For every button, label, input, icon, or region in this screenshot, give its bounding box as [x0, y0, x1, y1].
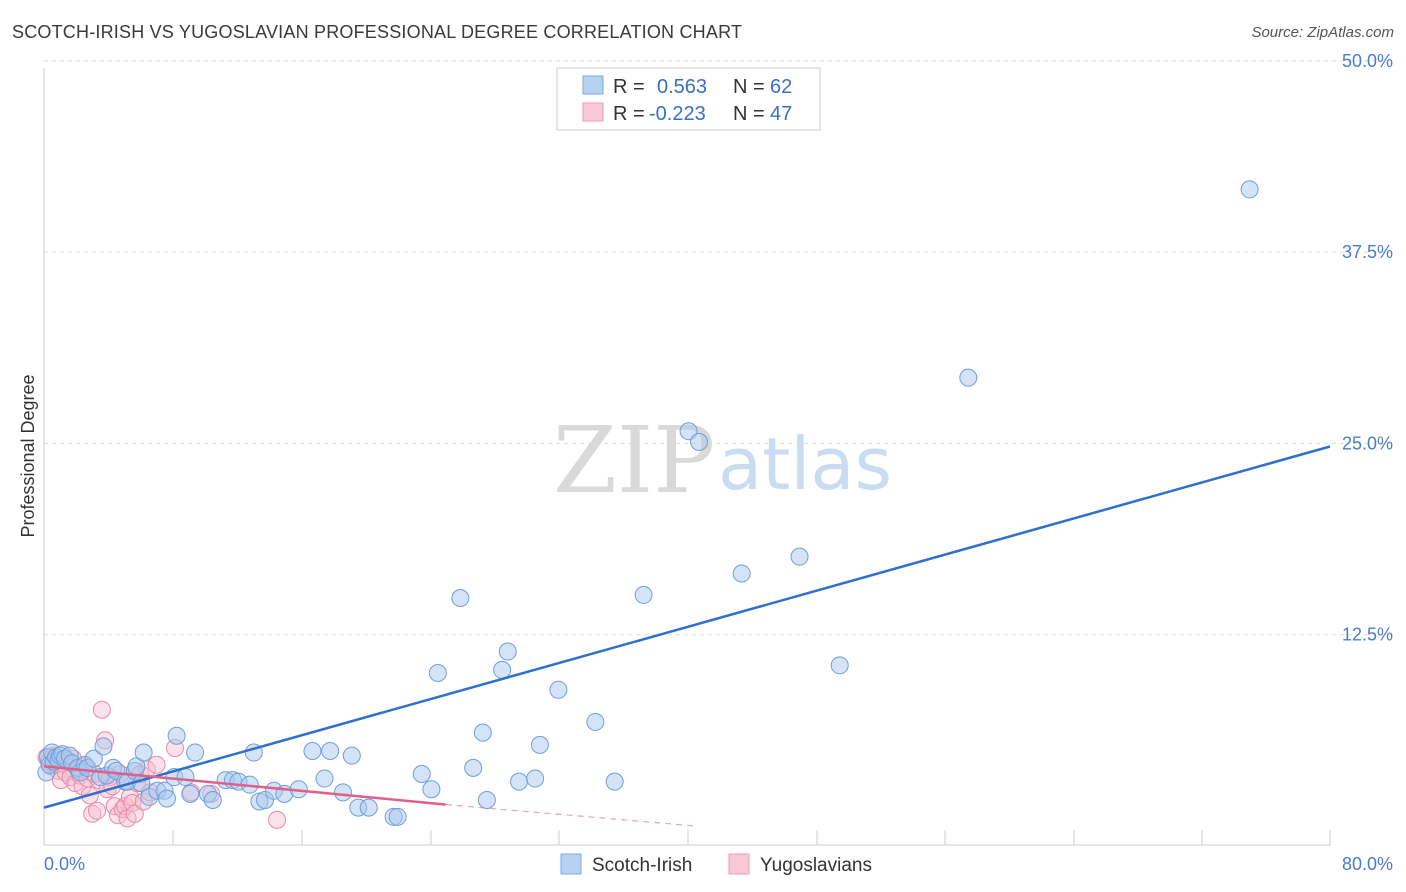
y-tick-label-0: 12.5%	[1342, 625, 1393, 645]
source-credit: Source: ZipAtlas.com	[1251, 24, 1394, 41]
trend-lines	[43, 445, 1331, 827]
x-tick-labels: 0.0% 80.0%	[44, 854, 1393, 874]
legend-swatch-pink	[582, 102, 604, 122]
bottom-legend-scotch-irish: Scotch-Irish	[592, 855, 692, 876]
scotch-irish-point-49	[303, 742, 322, 761]
scotch-irish-point-55	[359, 798, 378, 817]
yugoslavians-point-42	[147, 755, 166, 774]
legend-r-label-2: R =	[613, 103, 645, 125]
scotch-irish-point-77	[790, 547, 809, 566]
y-tick-label-3: 50.0%	[1342, 51, 1393, 71]
legend-n-value-1: 62	[770, 76, 792, 98]
scotch-irish-point-68	[526, 769, 545, 788]
scotch-irish-point-71	[586, 712, 605, 731]
bottom-legend-swatch-blue	[560, 853, 582, 875]
y-tick-label-2: 37.5%	[1342, 242, 1393, 262]
yugoslavians-point-46	[268, 810, 287, 829]
legend-r-label-1: R =	[613, 76, 645, 98]
scotch-irish-point-36	[186, 743, 205, 762]
scotch-irish-point-61	[451, 588, 470, 607]
scotch-irish-point-35	[181, 784, 200, 803]
scotch-irish-point-52	[333, 783, 352, 802]
scotch-irish-point-58	[412, 764, 431, 783]
scotch-irish-point-66	[498, 642, 517, 661]
scotch-irish-point-69	[530, 735, 549, 754]
yugoslavians-point-36	[125, 804, 144, 823]
series-legend: Scotch-Irish Yugoslavians	[560, 853, 872, 876]
scotch-irish-point-67	[510, 772, 529, 791]
scotch-irish-point-73	[634, 585, 653, 604]
scotch-irish-point-75	[690, 432, 709, 451]
bottom-legend-yugoslavians: Yugoslavians	[760, 855, 872, 876]
scotch-irish-point-76	[732, 564, 751, 583]
bottom-legend-swatch-pink	[728, 853, 750, 875]
scotch-irish-point-53	[342, 746, 361, 765]
scotch-irish-point-59	[422, 780, 441, 799]
watermark-atlas: atlas	[718, 422, 892, 506]
legend-r-value-1: 0.563	[657, 76, 707, 98]
scotch-irish-point-51	[321, 742, 340, 761]
scotch-irish-point-79	[959, 368, 978, 387]
chart-title: SCOTCH-IRISH VS YUGOSLAVIAN PROFESSIONAL…	[12, 22, 743, 42]
scotch-irish-point-60	[428, 663, 447, 682]
y-tick-labels: 12.5% 25.0% 37.5% 50.0%	[1342, 51, 1393, 645]
scotch-irish-point-72	[605, 772, 624, 791]
yugoslavians-point-21	[88, 801, 107, 820]
scotch-irish-point-31	[157, 789, 176, 808]
legend-n-label-1: N =	[733, 76, 765, 98]
legend-swatch-blue	[582, 75, 604, 95]
gridlines	[43, 60, 1393, 846]
scotch-irish-point-70	[549, 680, 568, 699]
x-tick-label-0: 0.0%	[44, 854, 85, 874]
yugoslavians-point-19	[83, 804, 102, 823]
legend-n-label-2: N =	[733, 103, 765, 125]
x-tick-label-1: 80.0%	[1342, 854, 1393, 874]
y-tick-label-1: 25.0%	[1342, 433, 1393, 453]
correlation-legend: R = 0.563 N = 62 R = -0.223 N = 47	[556, 67, 821, 131]
scotch-irish-point-50	[315, 769, 334, 788]
watermark: ZIP atlas	[553, 407, 892, 514]
scotch-irish-point-27	[134, 743, 153, 762]
yugoslavians-trend-extension	[445, 803, 696, 827]
scotch-irish-point-38	[203, 790, 222, 809]
legend-n-value-2: 47	[770, 103, 792, 125]
yugoslavians-point-35	[123, 794, 142, 813]
scotch-irish-point-64	[477, 790, 496, 809]
yugoslavians-point-23	[92, 700, 111, 719]
scotch-irish-point-57	[388, 807, 407, 826]
scotch-irish-point-18	[94, 737, 113, 756]
yugoslavians-trend-line	[43, 765, 446, 806]
scotch-irish-point-34	[176, 768, 195, 787]
scotch-irish-trend-line	[43, 445, 1331, 809]
scotch-irish-point-33	[167, 726, 186, 745]
scotch-irish-point-63	[473, 723, 492, 742]
legend-r-value-2: -0.223	[649, 103, 706, 125]
scotch-irish-point-80	[1240, 180, 1259, 199]
scotch-irish-point-65	[493, 660, 512, 679]
y-axis-title: Professional Degree	[18, 374, 38, 537]
scotch-irish-point-16	[84, 749, 103, 768]
scotch-irish-point-62	[464, 758, 483, 777]
scotch-irish-point-78	[830, 656, 849, 675]
